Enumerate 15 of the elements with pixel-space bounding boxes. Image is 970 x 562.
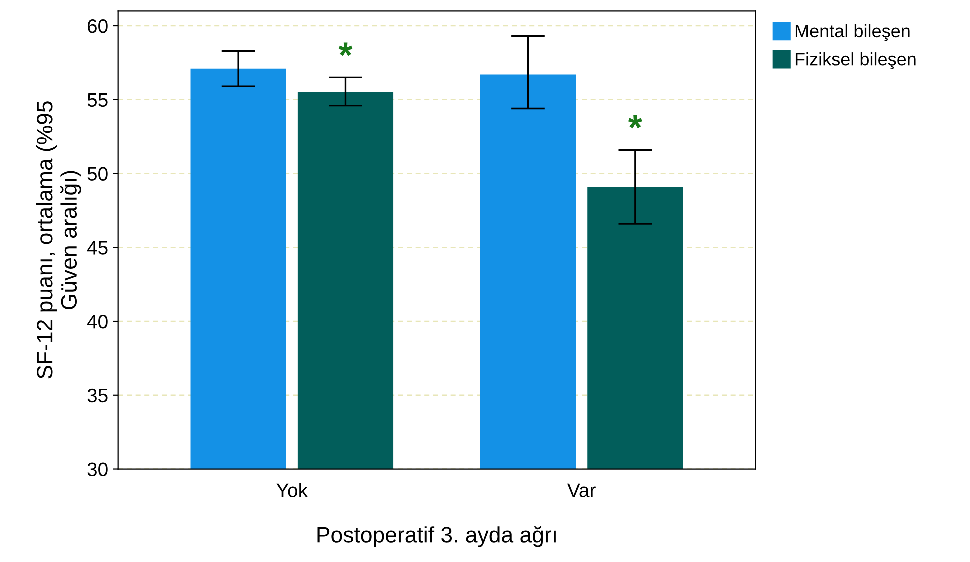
y-tick-label: 40	[87, 314, 108, 329]
y-tick-label: 55	[88, 94, 108, 108]
x-tick-label: Var	[567, 484, 596, 498]
y-tick-label: 35	[88, 388, 108, 403]
y-tick-label: 45	[87, 241, 108, 255]
y-axis-title: SF-12 puanı, ortalama (%95 Güven aralığı)	[36, 102, 82, 379]
y-tick-label: 50	[88, 167, 108, 182]
legend-label: Mental bileşen	[796, 24, 910, 42]
legend-label: Fiziksel bileşen	[796, 52, 916, 70]
y-tick-label: 30	[88, 462, 108, 477]
annotation: *	[628, 115, 642, 129]
x-axis-title: Postoperatif 3. ayda ağrı	[318, 526, 556, 548]
y-tick-label: 60	[88, 19, 108, 34]
annotation: *	[338, 42, 353, 56]
x-tick-label: Yok	[276, 483, 308, 498]
